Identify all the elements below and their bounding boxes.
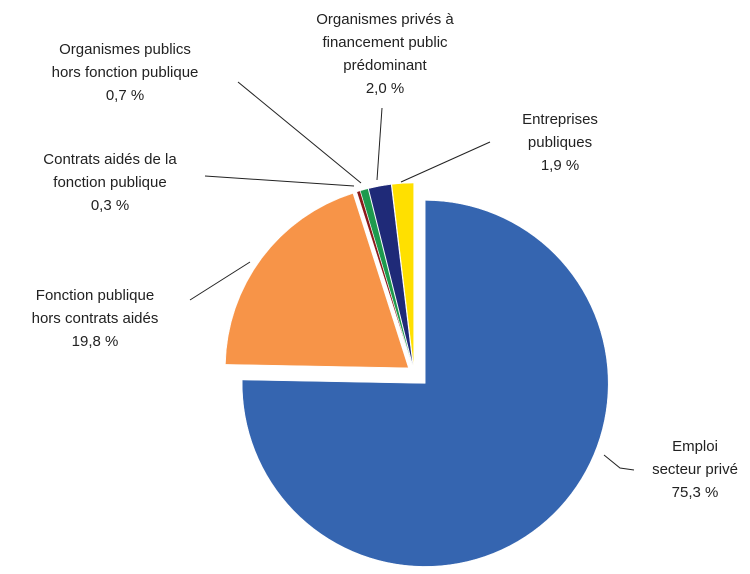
leader-line (376, 107, 383, 181)
leader-line (237, 81, 362, 184)
slice-value: 0,7 % (106, 87, 144, 104)
slice-label: Organismes privés à (316, 11, 454, 28)
slice-label: fonction publique (53, 174, 166, 191)
slice-label: Organismes publics (59, 41, 191, 58)
slice-label: prédominant (343, 57, 427, 74)
slice-label: hors fonction publique (52, 64, 199, 81)
pie-slice (225, 193, 409, 369)
slice-value: 2,0 % (366, 80, 404, 97)
slice-label: secteur privé (652, 461, 738, 478)
slice-value: 0,3 % (91, 197, 129, 214)
leader-line (400, 141, 491, 183)
slice-label: publiques (528, 134, 592, 151)
leader-line (603, 454, 635, 471)
pie-slice (391, 182, 414, 367)
pie-slice (241, 200, 609, 567)
slice-label: financement public (322, 34, 448, 51)
pie-slice (368, 184, 414, 367)
leader-line (189, 261, 251, 301)
slice-label: hors contrats aidés (32, 310, 159, 327)
slice-value: 19,8 % (72, 333, 119, 350)
slice-label: Fonction publique (36, 287, 154, 304)
slice-label: Emploi (672, 438, 718, 455)
slice-label: Entreprises (522, 111, 598, 128)
slice-value: 75,3 % (672, 484, 719, 501)
slice-value: 1,9 % (541, 157, 579, 174)
slice-label: Contrats aidés de la (43, 151, 177, 168)
leader-line (204, 175, 355, 187)
pie-slice (359, 188, 413, 367)
